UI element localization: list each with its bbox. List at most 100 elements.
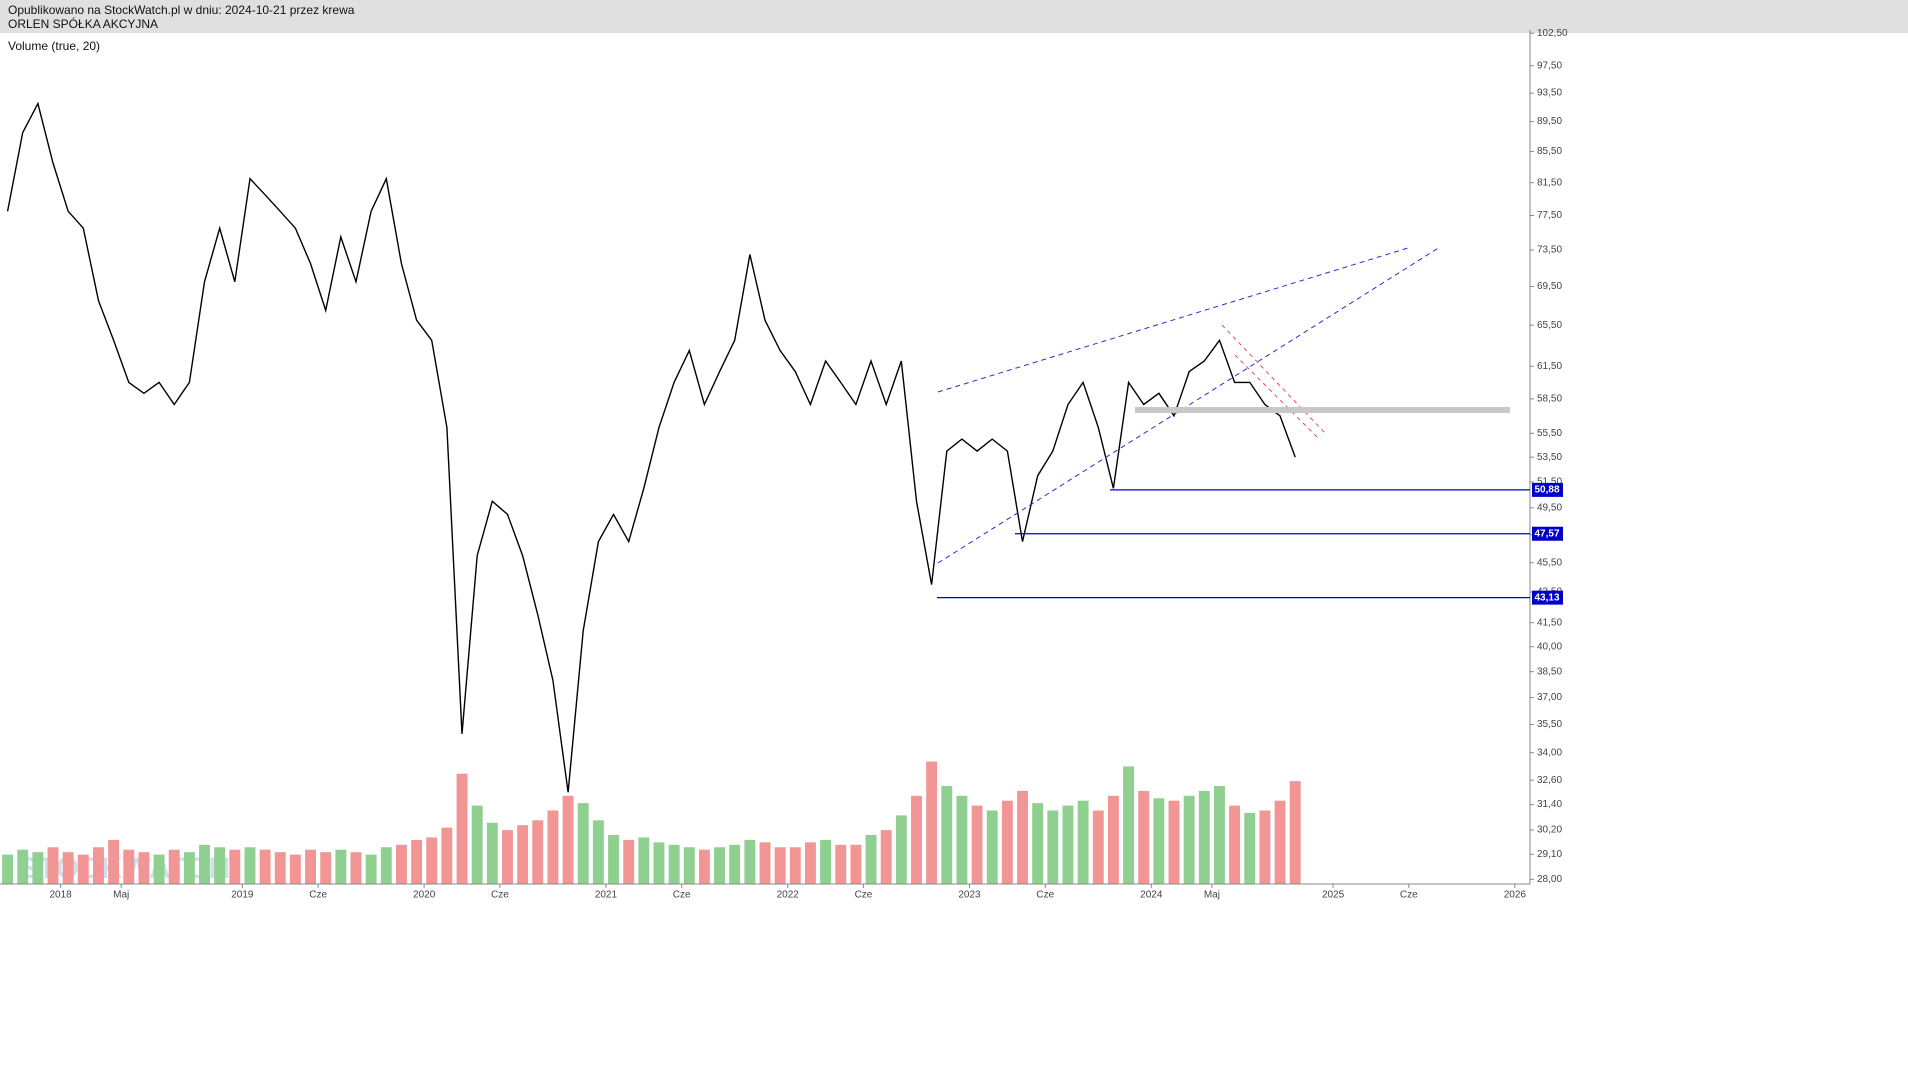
volume-bar (471, 805, 483, 884)
volume-bar (1244, 812, 1256, 884)
trend-line (937, 246, 1441, 564)
level-label: 43,13 (1534, 592, 1559, 603)
volume-bar (17, 849, 29, 884)
y-tick-label: 37,00 (1537, 692, 1562, 703)
x-tick-label: Cze (491, 890, 509, 901)
x-tick-label: 2021 (595, 890, 618, 901)
y-tick-label: 61,50 (1537, 361, 1562, 372)
volume-bar (441, 827, 453, 884)
published-info: Opublikowano na StockWatch.pl w dniu: 20… (8, 3, 355, 17)
volume-bar (1153, 798, 1165, 884)
volume-bar (1092, 810, 1104, 884)
volume-bar (789, 847, 801, 884)
volume-bar (183, 852, 195, 884)
volume-bar (774, 847, 786, 884)
volume-bar (395, 844, 407, 884)
volume-bar (532, 820, 544, 884)
volume-bar (108, 839, 120, 884)
x-tick-label: 2024 (1140, 890, 1163, 901)
y-tick-label: 73,50 (1537, 245, 1562, 256)
volume-bar (759, 842, 771, 884)
volume-bar (1274, 800, 1286, 884)
y-tick-label: 30,20 (1537, 825, 1562, 836)
volume-bar (1168, 800, 1180, 884)
y-tick-label: 45,50 (1537, 557, 1562, 568)
header-bar (0, 0, 1908, 33)
volume-bar (1107, 795, 1119, 884)
y-tick-label: 85,50 (1537, 146, 1562, 157)
trend-line (1234, 354, 1321, 441)
volume-bar (986, 810, 998, 884)
volume-bar (623, 839, 635, 884)
volume-bar (562, 795, 574, 884)
volume-bar (1032, 803, 1044, 884)
volume-bar (577, 803, 589, 884)
x-tick-label: 2018 (49, 890, 72, 901)
x-tick-label: Cze (673, 890, 691, 901)
x-tick-label: Cze (1400, 890, 1418, 901)
level-label-box (1532, 590, 1563, 605)
volume-bar (638, 837, 650, 884)
volume-bar (668, 844, 680, 884)
y-tick-label: 55,50 (1537, 428, 1562, 439)
level-label-box (1532, 526, 1563, 541)
y-tick-label: 28,00 (1537, 874, 1562, 885)
volume-bar (320, 852, 332, 884)
volume-bar (683, 847, 695, 884)
volume-bar (244, 847, 256, 884)
y-tick-label: 81,50 (1537, 177, 1562, 188)
indicator-label: Volume (true, 20) (8, 39, 100, 53)
volume-bar (274, 852, 286, 884)
y-tick-label: 97,50 (1537, 60, 1562, 71)
volume-bar (229, 849, 241, 884)
plot-area (2, 101, 1301, 884)
y-tick-label: 49,50 (1537, 502, 1562, 513)
x-tick-label: Cze (855, 890, 873, 901)
x-tick-label: 2020 (413, 890, 436, 901)
level-label: 47,57 (1534, 528, 1559, 539)
volume-bar (895, 815, 907, 884)
volume-bar (804, 842, 816, 884)
volume-bar (1289, 781, 1301, 884)
y-tick-label: 89,50 (1537, 116, 1562, 127)
volume-bar (698, 849, 710, 884)
y-tick-label: 58,50 (1537, 394, 1562, 405)
x-tick-label: 2023 (958, 890, 981, 901)
x-tick-label: 2026 (1504, 890, 1527, 901)
volume-bar (2, 854, 14, 884)
volume-bar (1214, 786, 1225, 884)
volume-bar (714, 847, 726, 884)
x-tick-label: 2019 (231, 890, 254, 901)
y-tick-label: 102,50 (1537, 28, 1568, 39)
volume-bar (77, 854, 89, 884)
volume-bar (259, 849, 271, 884)
volume-bar (426, 837, 438, 884)
y-tick-label: 31,40 (1537, 799, 1562, 810)
volume-bar (168, 849, 180, 884)
x-tick-label: Cze (1036, 890, 1054, 901)
y-tick-label: 32,60 (1537, 775, 1562, 786)
volume-bar (47, 847, 59, 884)
y-tick-label: 41,50 (1537, 617, 1562, 628)
volume-bar (153, 854, 165, 884)
x-tick-label: 2022 (777, 890, 800, 901)
level-label-box (1532, 482, 1563, 497)
volume-bar (289, 854, 301, 884)
volume-bar (199, 844, 210, 884)
volume-bar (608, 835, 619, 884)
volume-bar (820, 839, 832, 884)
level-label: 50,88 (1534, 485, 1559, 496)
y-tick-label: 51,50 (1537, 477, 1562, 488)
volume-bar (1259, 810, 1271, 884)
volume-bar (911, 795, 922, 884)
x-tick-label: 2025 (1322, 890, 1345, 901)
volume-bar (365, 854, 377, 884)
y-tick-label: 65,50 (1537, 320, 1562, 331)
x-tick-label: Maj (1204, 890, 1220, 901)
volume-bar (956, 795, 968, 884)
price-line (6, 101, 1296, 793)
volume-bar (1062, 805, 1074, 884)
volume-bar (941, 786, 953, 884)
